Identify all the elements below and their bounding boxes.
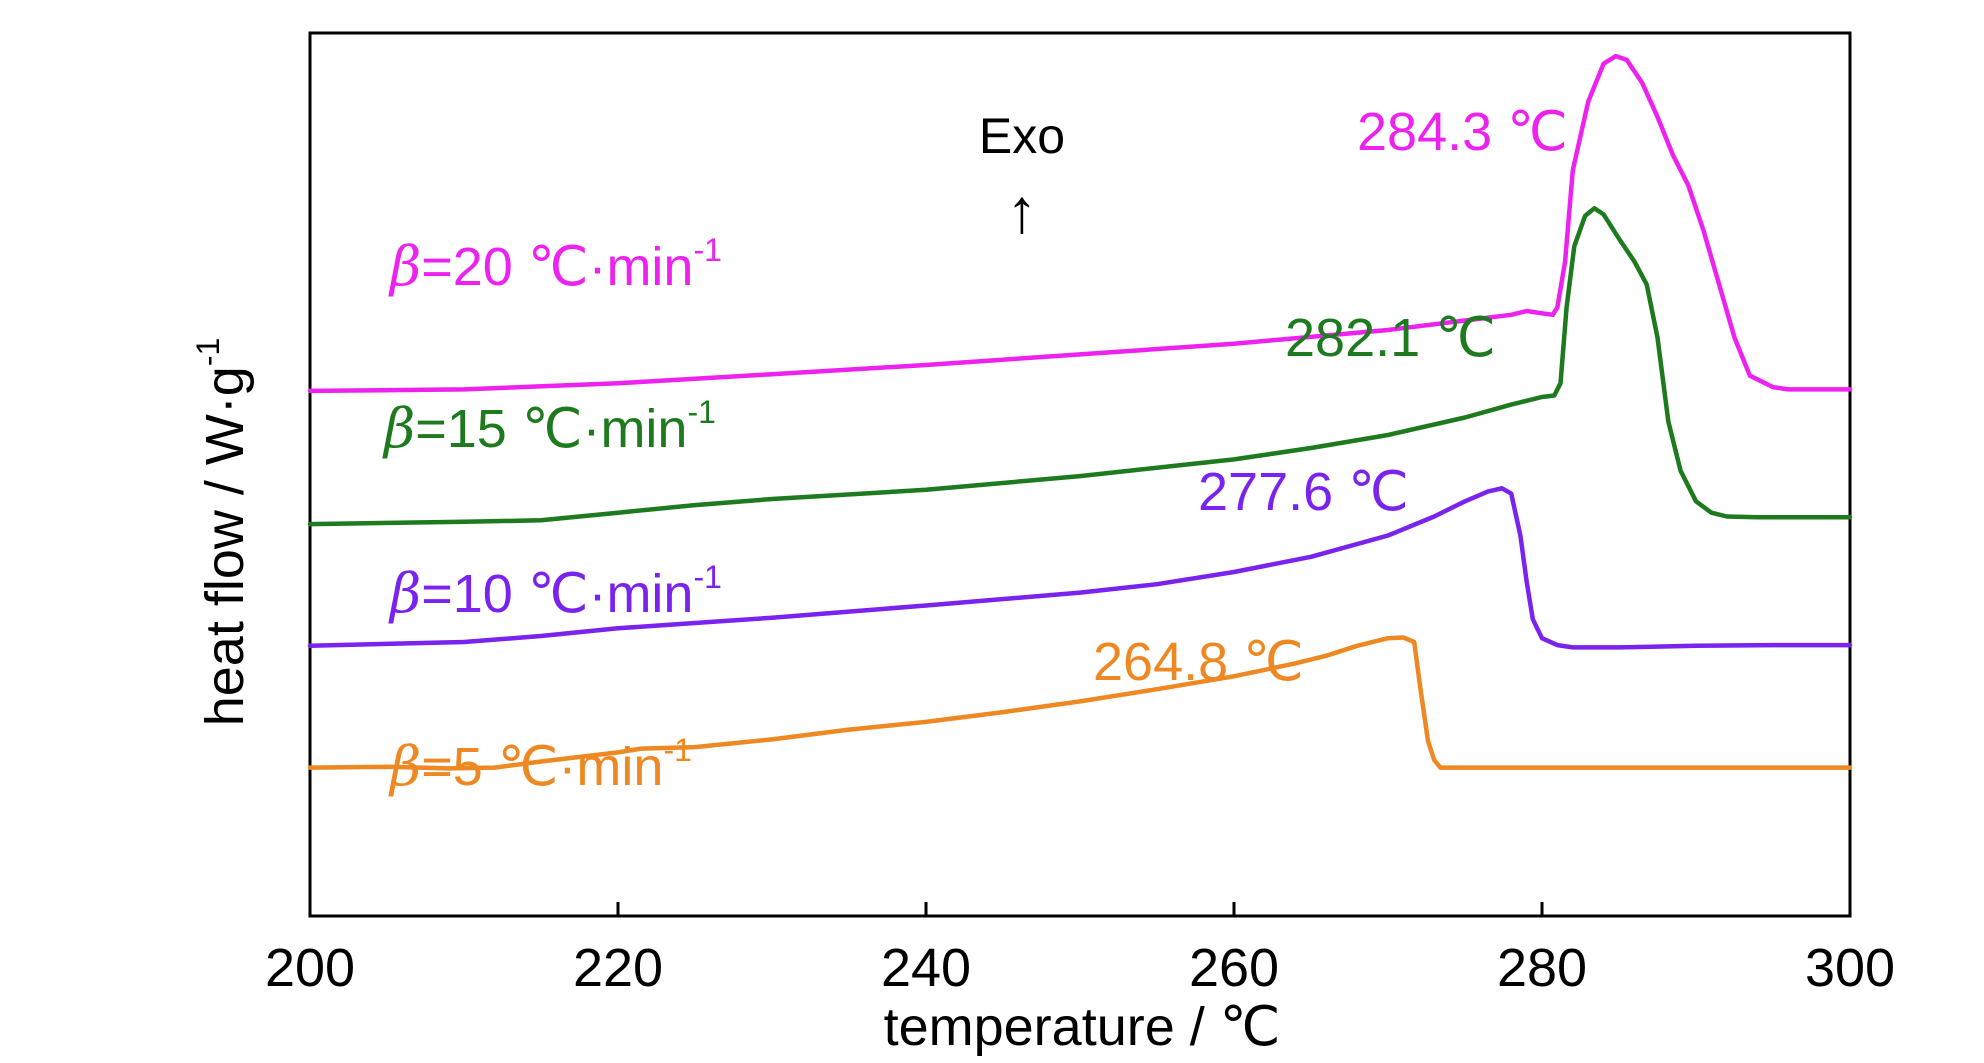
series-line — [307, 635, 1853, 771]
peak-label: 277.6 ℃ — [1198, 462, 1409, 522]
exo-arrow-icon: ↑ — [1007, 177, 1038, 246]
series-label-text: =10 ℃·min — [421, 564, 693, 624]
series-label-symbol: β — [388, 235, 421, 298]
series-label-text: =20 ℃·min — [421, 237, 693, 297]
series-label-sup: -1 — [687, 394, 715, 430]
series-label: β=10 ℃·min-1 — [388, 559, 722, 625]
series-label: β=15 ℃·min-1 — [382, 394, 716, 460]
series-line — [307, 206, 1853, 527]
series-label-sup: -1 — [663, 732, 691, 768]
series-label-symbol: β — [388, 562, 421, 625]
peak-label: 284.3 ℃ — [1357, 102, 1568, 162]
series-label-symbol: β — [382, 397, 415, 460]
x-axis: 200 220 240 260 280 300 — [265, 902, 1895, 998]
series-label-text: =5 ℃·min — [421, 737, 663, 797]
series-layer — [307, 53, 1853, 771]
exo-annotation: Exo ↑ — [979, 108, 1065, 246]
series-label-sup: -1 — [693, 559, 721, 595]
y-axis-title-sup: -1 — [190, 338, 226, 366]
series-label-text: =15 ℃·min — [415, 399, 687, 459]
x-tick-label: 280 — [1497, 938, 1587, 998]
peak-label: 264.8 ℃ — [1093, 632, 1304, 692]
series-label-sup: -1 — [693, 232, 721, 268]
series-label: β=5 ℃·min-1 — [388, 732, 692, 798]
x-axis-title: temperature / ℃ — [884, 997, 1281, 1057]
plot-frame — [308, 31, 1852, 918]
peak-label: 282.1 ℃ — [1285, 308, 1496, 368]
series-line — [307, 53, 1853, 394]
y-axis-title: heat flow / W·g-1 — [190, 338, 255, 727]
x-tick-label: 300 — [1805, 938, 1895, 998]
y-axis-title-main: heat flow / W·g — [195, 366, 255, 726]
x-tick-label: 220 — [573, 938, 663, 998]
exo-label: Exo — [979, 108, 1065, 164]
series-line — [307, 486, 1853, 650]
x-tick-label: 260 — [1189, 938, 1279, 998]
x-tick-label: 200 — [265, 938, 355, 998]
x-tick-label: 240 — [881, 938, 971, 998]
series-label: β=20 ℃·min-1 — [388, 232, 722, 298]
series-label-symbol: β — [388, 735, 421, 798]
